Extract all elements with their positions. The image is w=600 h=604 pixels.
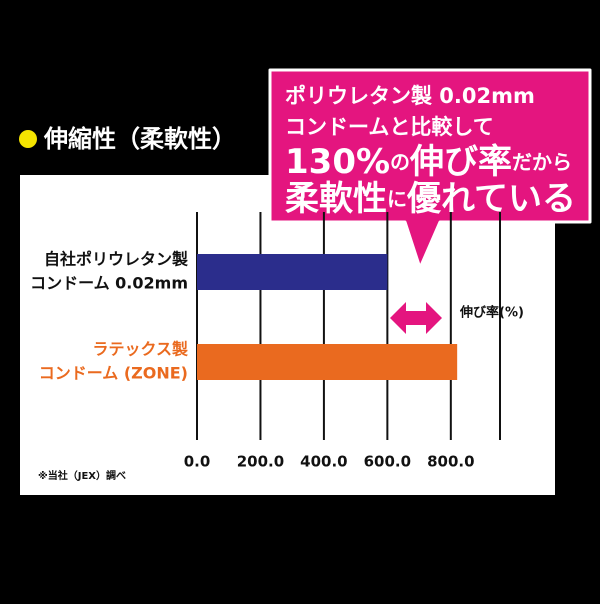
chart-panel <box>20 175 555 495</box>
arrow <box>390 302 442 334</box>
callout-line: ポリウレタン製 0.02mm <box>285 84 535 108</box>
category-label: コンドーム (ZONE) <box>39 364 188 383</box>
callout-text: の <box>390 150 410 174</box>
callout: ポリウレタン製 0.02mmコンドームと比較して130%の伸び率だから柔軟性に優… <box>268 68 592 270</box>
bar <box>197 344 458 380</box>
title: 伸縮性（柔軟性） <box>43 125 236 153</box>
annotation: 伸び率(%) <box>459 305 524 321</box>
x-tick-label: 400.0 <box>300 453 347 471</box>
x-tick-label: 200.0 <box>237 453 284 471</box>
bar <box>197 254 388 290</box>
callout-text: 柔軟性 <box>285 179 387 219</box>
callout-text: ポリウレタン製 0.02mm <box>285 84 535 108</box>
callout-text: 130% <box>285 142 390 182</box>
x-tick-label: 800.0 <box>427 453 474 471</box>
callout-line: 130%の伸び率だから <box>285 142 572 182</box>
callout-box <box>268 68 592 270</box>
category-label: ラテックス製 <box>92 340 188 359</box>
callout-line: コンドームと比較して <box>285 115 494 139</box>
callout-text: だから <box>512 150 572 174</box>
callout-text: に <box>387 187 407 211</box>
callout-text: コンドームと比較して <box>285 115 494 139</box>
callout-line: 柔軟性に優れている <box>285 179 576 219</box>
x-tick-label: 0.0 <box>184 453 211 471</box>
bullet <box>19 130 37 148</box>
note: ※当社（JEX）調べ <box>38 469 126 482</box>
category-label: 自社ポリウレタン製 <box>44 250 188 269</box>
callout-text: 伸び率 <box>409 142 512 182</box>
x-tick-label: 600.0 <box>364 453 411 471</box>
category-label: コンドーム 0.02mm <box>30 274 188 293</box>
callout-text: 優れている <box>406 179 576 219</box>
